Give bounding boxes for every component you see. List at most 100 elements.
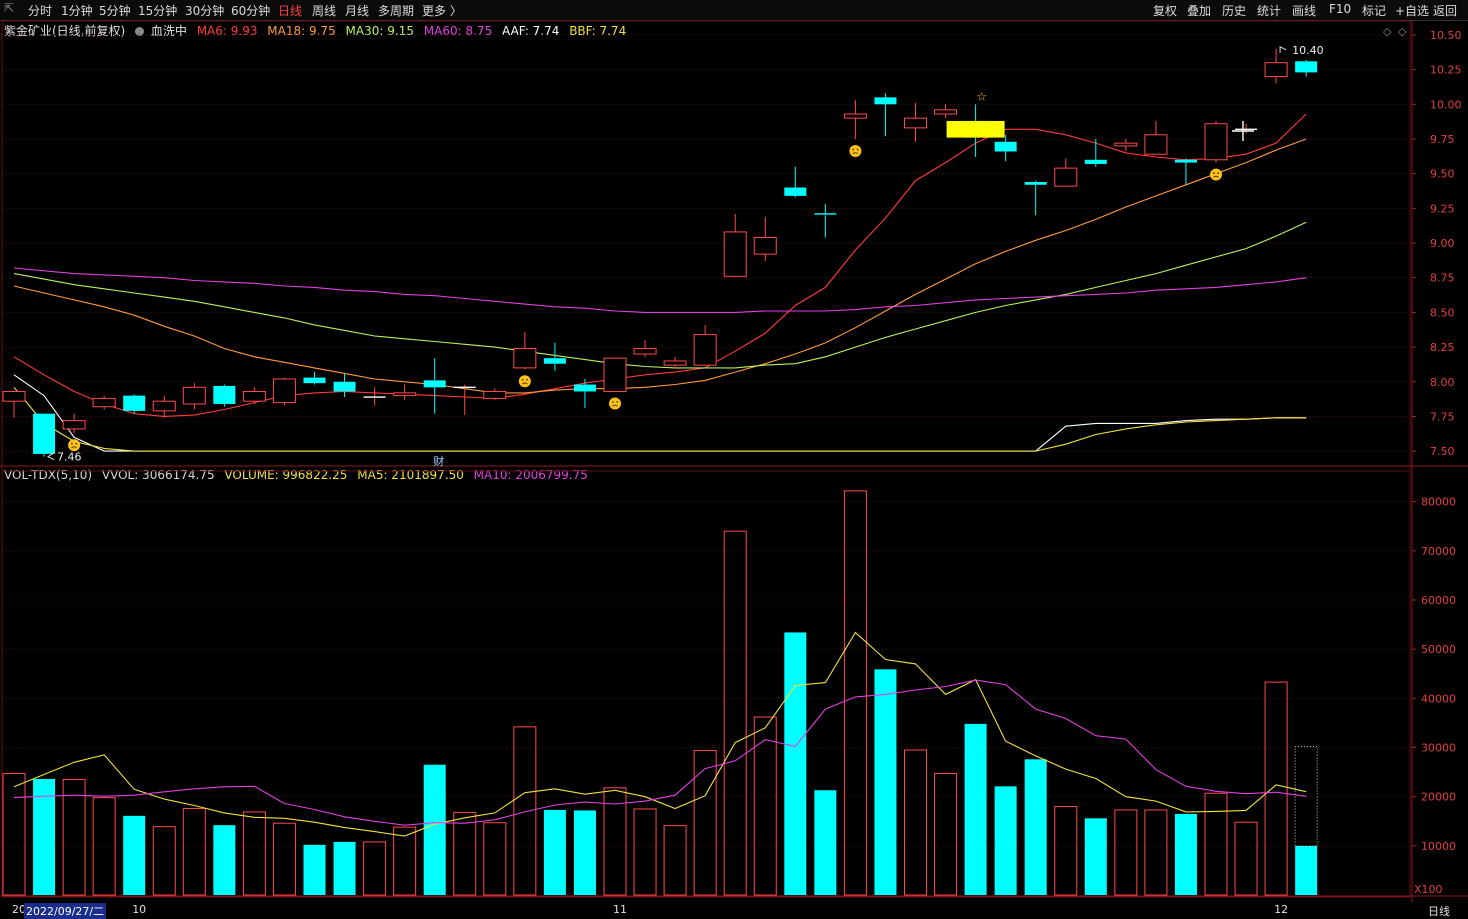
candle-body <box>33 413 56 454</box>
tab-fenshi[interactable]: 分时 <box>28 4 53 18</box>
fuquan-button[interactable]: 复权 <box>1153 4 1178 18</box>
candle <box>663 356 687 368</box>
candle <box>483 388 507 400</box>
vvol-box <box>1294 746 1318 847</box>
volume-bar <box>152 826 176 896</box>
candle-body <box>874 97 897 105</box>
candle-body <box>393 392 417 397</box>
frown-eye <box>852 148 855 151</box>
candle-body <box>1295 61 1318 73</box>
back-arrow-icon[interactable]: ⇱ <box>4 1 15 15</box>
volume-bar <box>423 764 446 895</box>
volume-bar <box>303 844 326 895</box>
price-tick-label: 10.00 <box>1430 98 1462 111</box>
tab-more[interactable]: 更多 〉 <box>422 4 462 18</box>
date-label: 12 <box>1274 903 1289 916</box>
tab-15min[interactable]: 15分钟 <box>138 4 178 18</box>
candle <box>1264 48 1288 84</box>
volume-ma-line-ma10 <box>13 679 1307 826</box>
candle <box>1144 120 1168 155</box>
candle-body <box>603 357 627 392</box>
volume-bar <box>393 826 417 896</box>
candle-body <box>213 385 236 404</box>
candle-body <box>1204 123 1228 161</box>
circle-toggle-icon[interactable] <box>135 27 145 36</box>
candle <box>603 357 627 392</box>
diamond-icon: ◇ <box>1398 25 1407 38</box>
draw-button[interactable]: 画线 <box>1292 4 1317 18</box>
price-tick-label: 9.50 <box>1430 168 1455 181</box>
volume-bar <box>964 723 987 895</box>
date-label: 11 <box>613 903 627 916</box>
candle <box>1235 123 1258 134</box>
tab-multi-period[interactable]: 多周期 <box>378 4 415 18</box>
f10-button[interactable]: F10 <box>1329 2 1352 16</box>
volume-bar <box>994 786 1017 895</box>
volume-tick-label: 30000 <box>1421 742 1456 755</box>
tab-weekly[interactable]: 周线 <box>312 4 337 18</box>
candle <box>934 104 958 119</box>
frown-eye <box>856 148 859 151</box>
ma-line-ma60 <box>13 267 1307 313</box>
low-price-label: 7.46 <box>57 451 82 464</box>
volume-tick-label: 40000 <box>1421 692 1456 705</box>
volume-bar <box>272 822 296 896</box>
financial-report-marker: 财 <box>433 454 444 468</box>
volume-bar <box>603 787 627 896</box>
price-tick-label: 8.75 <box>1430 272 1455 285</box>
tab-monthly[interactable]: 月线 <box>345 4 370 18</box>
candle-body <box>423 380 446 388</box>
volume-tick-label: 20000 <box>1421 791 1456 804</box>
tab-60min[interactable]: 60分钟 <box>231 4 271 18</box>
candle-body <box>1024 181 1047 185</box>
ma-line-bbf <box>13 386 1307 452</box>
history-button[interactable]: 历史 <box>1222 4 1247 18</box>
volume-bar <box>543 809 566 895</box>
volume-bar <box>1084 818 1107 895</box>
candle-body <box>934 109 958 115</box>
volume-bar <box>1264 681 1288 896</box>
candle-body <box>663 360 687 366</box>
tab-daily[interactable]: 日线 <box>278 4 303 18</box>
price-tick-label: 8.00 <box>1430 376 1455 389</box>
candle-body <box>784 187 807 196</box>
candle-body <box>573 384 596 392</box>
kline-chart[interactable]: ☆ 7.50 7.75 8.00 8.25 8.50 8.75 9.00 9.25 9.50 9.… <box>0 20 1468 902</box>
volume-bar <box>242 811 266 896</box>
candle-body <box>904 117 927 129</box>
tab-5min[interactable]: 5分钟 <box>99 4 131 18</box>
volume-bar <box>1114 809 1138 896</box>
frown-face-icon <box>518 375 531 388</box>
volume-bar <box>483 822 507 896</box>
candle-body <box>152 400 176 412</box>
candle <box>272 377 296 406</box>
tab-30min[interactable]: 30分钟 <box>185 4 225 18</box>
ma60-value: MA60: 8.75 <box>423 24 493 38</box>
volume-tick-label: 50000 <box>1421 643 1456 656</box>
volume-bar <box>333 841 356 895</box>
price-tick-label: 9.00 <box>1430 237 1455 250</box>
frown-mouth <box>612 404 618 407</box>
stats-button[interactable]: 统计 <box>1257 4 1282 18</box>
return-button[interactable]: 返回 <box>1433 4 1458 18</box>
candle <box>213 384 236 407</box>
date-label: 2022/09/27/二 <box>24 903 107 919</box>
period-toolbar: ⇱ 分时 1分钟 5分钟 15分钟 30分钟 60分钟 日线 周线 月线 多周期… <box>0 0 1468 21</box>
add-watchlist-button[interactable]: +自选 <box>1395 4 1430 18</box>
candle-body <box>1174 159 1197 163</box>
candle <box>843 100 867 139</box>
price-tick-label: 7.50 <box>1430 445 1455 458</box>
period-label[interactable]: 日线 <box>1428 905 1450 918</box>
candle <box>543 342 566 371</box>
tab-1min[interactable]: 1分钟 <box>61 4 93 18</box>
candle <box>994 134 1017 162</box>
frown-face <box>609 397 621 410</box>
candle <box>1114 138 1138 152</box>
overlay-button[interactable]: 叠加 <box>1187 4 1212 18</box>
volume-bar <box>904 749 927 896</box>
price-tick-label: 9.25 <box>1430 202 1455 215</box>
candle <box>152 395 176 418</box>
candle <box>92 395 116 410</box>
candle <box>363 387 386 406</box>
mark-button[interactable]: 标记 <box>1362 4 1387 18</box>
